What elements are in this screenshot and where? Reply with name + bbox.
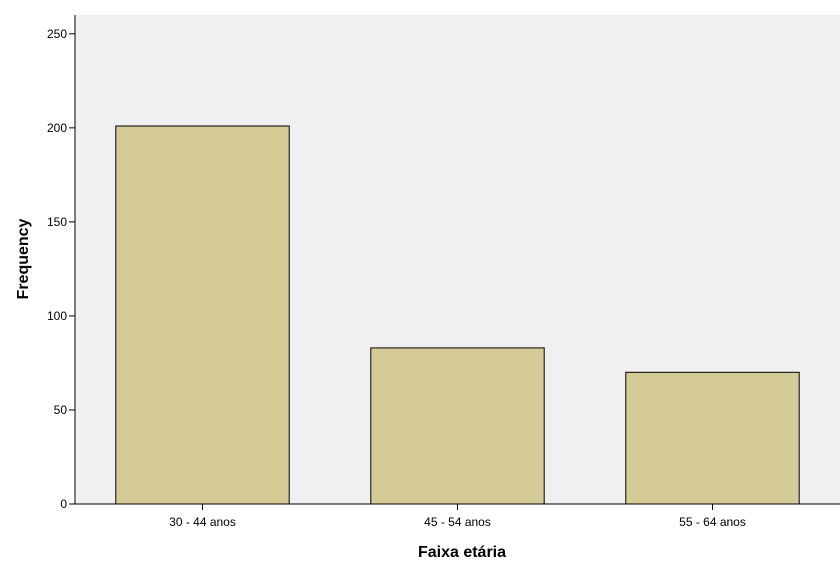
y-tick-label: 100	[47, 309, 67, 323]
x-axis-title: Faixa etária	[418, 544, 506, 561]
bar-3	[625, 371, 800, 505]
bars-group	[115, 125, 800, 505]
bar-2	[370, 347, 545, 505]
y-tick-label: 250	[47, 27, 67, 41]
y-tick-label: 50	[54, 403, 68, 417]
y-axis: 0 50 100 150 200 250	[47, 15, 76, 511]
y-axis-title: Frequency	[15, 218, 32, 299]
bar-1	[115, 125, 290, 505]
x-tick-label: 30 - 44 anos	[169, 515, 236, 529]
x-axis: 30 - 44 anos 45 - 54 anos 55 - 64 anos	[75, 503, 840, 529]
y-tick-label: 200	[47, 121, 67, 135]
x-tick-label: 55 - 64 anos	[679, 515, 746, 529]
x-tick-label: 45 - 54 anos	[424, 515, 491, 529]
y-tick-label: 150	[47, 215, 67, 229]
y-tick-label: 0	[60, 497, 67, 511]
